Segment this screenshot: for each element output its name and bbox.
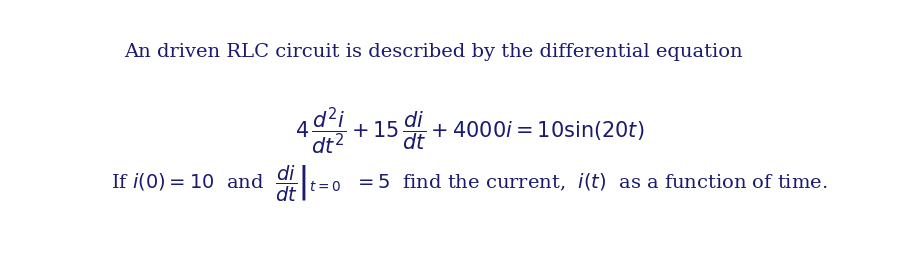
Text: If $i(0) = 10$  and  $\left.\dfrac{di}{dt}\right|_{t=0}$  $= 5$  find the curren: If $i(0) = 10$ and $\left.\dfrac{di}{dt}…	[111, 164, 828, 204]
Text: $4\,\dfrac{d^2i}{dt^2} + 15\,\dfrac{di}{dt} + 4000i = 10\sin(20t)$: $4\,\dfrac{d^2i}{dt^2} + 15\,\dfrac{di}{…	[295, 106, 644, 157]
Text: An driven RLC circuit is described by the differential equation: An driven RLC circuit is described by th…	[124, 43, 742, 61]
